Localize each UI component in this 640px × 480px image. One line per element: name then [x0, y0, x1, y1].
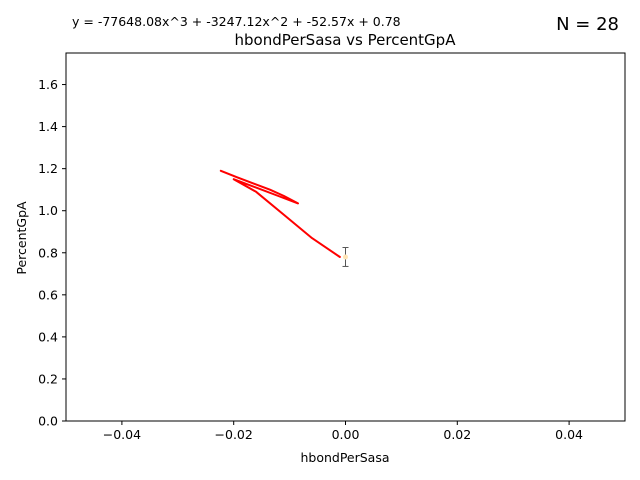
y-tick-label: 1.2: [38, 161, 58, 176]
x-axis-label: hbondPerSasa: [300, 450, 389, 465]
sample-count: N = 28: [556, 14, 619, 35]
x-tick-label: 0.04: [555, 427, 583, 442]
fit-equation: y = -77648.08x^3 + -3247.12x^2 + -52.57x…: [72, 14, 401, 29]
plot-frame: [65, 52, 626, 422]
fit-line: [219, 169, 341, 258]
x-tick-label: 0.02: [443, 427, 471, 442]
y-tick-label: 0.2: [38, 371, 58, 386]
y-tick-label: 0.0: [38, 414, 58, 429]
chart-title: hbondPerSasa vs PercentGpA: [235, 31, 457, 49]
y-tick-label: 1.6: [38, 77, 58, 92]
y-tick-label: 0.6: [38, 287, 58, 302]
y-tick-label: 1.4: [38, 119, 58, 134]
y-tick-label: 0.8: [38, 245, 58, 260]
x-tick-label: −0.04: [103, 427, 141, 442]
y-axis-label: PercentGpA: [14, 201, 29, 275]
y-tick-label: 0.4: [38, 329, 58, 344]
x-tick-label: 0.00: [332, 427, 360, 442]
x-tick-label: −0.02: [215, 427, 253, 442]
y-tick-label: 1.0: [38, 203, 58, 218]
data-point: [343, 254, 348, 260]
